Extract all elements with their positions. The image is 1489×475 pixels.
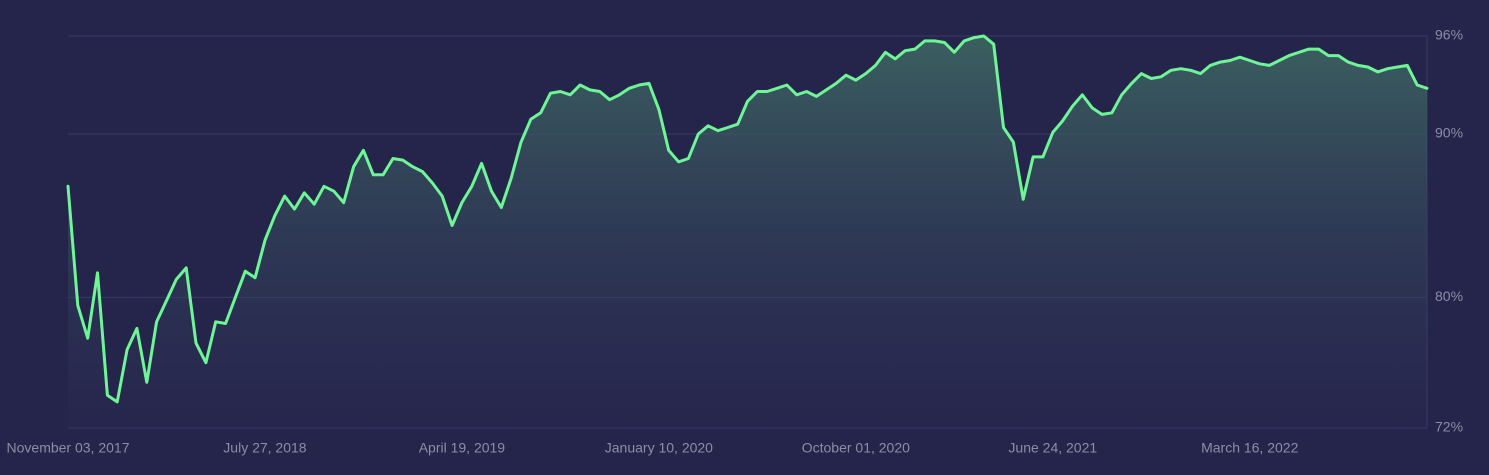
y-tick-label: 90% — [1435, 125, 1463, 141]
y-tick-label: 96% — [1435, 27, 1463, 43]
x-tick-label: November 03, 2017 — [7, 440, 130, 456]
y-tick-label: 80% — [1435, 288, 1463, 304]
area — [68, 36, 1427, 428]
y-tick-label: 72% — [1435, 419, 1463, 435]
x-tick-label: July 27, 2018 — [223, 440, 306, 456]
x-tick-label: October 01, 2020 — [802, 440, 910, 456]
x-tick-label: April 19, 2019 — [419, 440, 506, 456]
x-tick-label: March 16, 2022 — [1201, 440, 1298, 456]
x-tick-label: January 10, 2020 — [605, 440, 713, 456]
line — [66, 34, 1429, 404]
x-tick-label: June 24, 2021 — [1008, 440, 1097, 456]
